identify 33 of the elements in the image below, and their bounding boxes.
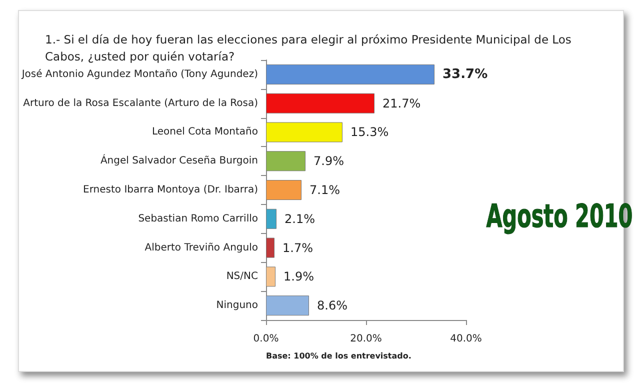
data-label: 7.9% [314,154,344,168]
bar [266,180,302,200]
y-tick-label: Arturo de la Rosa Escalante (Arturo de la Rosa) [23,98,258,109]
text: Agosto 2010 [486,197,633,236]
data-label: 15.3% [350,125,389,140]
y-tick-label: Sebastian Romo Carrillo [138,213,258,224]
bar [266,64,434,84]
data-label: 33.7% [442,66,488,82]
y-tick-label: Ángel Salvador Ceseña Burgoin [100,154,258,167]
data-label: 21.7% [382,96,421,110]
x-tick-label: 20.0% [350,334,382,344]
y-tick-label: Ernesto Ibarra Montoya (Dr. Ibarra) [83,184,258,196]
bar [266,93,374,114]
data-label: 8.6% [317,298,348,313]
data-label: 7.1% [310,183,340,197]
y-tick-label: Ninguno [216,300,258,312]
x-tick-label: 0.0% [253,334,279,344]
data-label: 1.7% [282,240,313,255]
y-tick-label: José Antonio Agundez Montaño (Tony Agundez) [20,68,258,80]
x-tick-label: 40.0% [450,334,482,344]
text: Base: 100% de los entrevistado. [266,352,412,360]
bar [266,208,276,229]
y-tick-label: NS/NC [226,271,258,282]
bar [266,296,309,316]
y-tick-label: Leonel Cota Montaño [152,126,258,138]
y-tick-label: Alberto Treviño Angulo [144,242,258,254]
data-label: 1.9% [284,270,314,284]
bar [266,266,276,287]
chart-title: 1.- Si el día de hoy fueran las elecciones para elegir al próximo Presidente Municipal de Los Cabos, ¿usted por quién votaría? [45,32,576,64]
bar [266,151,306,172]
bar [266,238,274,258]
bar [266,122,342,142]
data-label: 2.1% [284,212,315,226]
